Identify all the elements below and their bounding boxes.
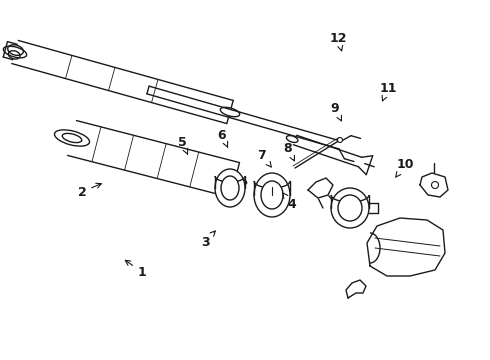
Ellipse shape [286, 136, 298, 143]
Ellipse shape [215, 169, 245, 207]
Ellipse shape [331, 188, 369, 228]
Ellipse shape [3, 46, 26, 58]
Polygon shape [420, 173, 448, 197]
Polygon shape [367, 218, 445, 276]
Text: 6: 6 [218, 129, 228, 147]
Text: 9: 9 [331, 102, 342, 121]
Ellipse shape [338, 138, 343, 143]
Ellipse shape [62, 134, 82, 143]
Ellipse shape [220, 107, 240, 117]
Text: 4: 4 [283, 193, 296, 211]
Ellipse shape [261, 181, 283, 209]
Ellipse shape [54, 130, 90, 146]
Text: 12: 12 [329, 32, 347, 51]
Ellipse shape [221, 176, 239, 200]
Text: 3: 3 [201, 231, 215, 248]
Polygon shape [346, 280, 366, 298]
Text: 2: 2 [77, 183, 101, 198]
Ellipse shape [338, 195, 362, 221]
Ellipse shape [432, 181, 439, 189]
Polygon shape [308, 178, 333, 198]
Text: 7: 7 [258, 149, 271, 167]
Text: 1: 1 [125, 260, 147, 279]
Text: 5: 5 [178, 135, 188, 154]
Ellipse shape [254, 173, 290, 217]
Text: 8: 8 [284, 141, 294, 161]
Text: 10: 10 [396, 158, 414, 177]
Ellipse shape [233, 178, 246, 185]
Polygon shape [68, 121, 240, 197]
Text: 11: 11 [379, 81, 397, 101]
